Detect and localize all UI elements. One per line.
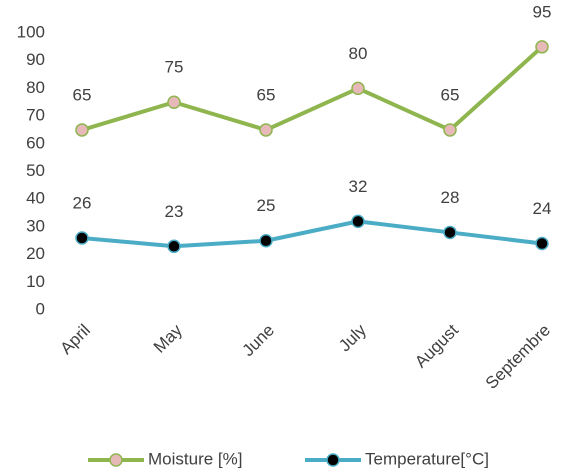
data-label: 28 <box>441 188 460 207</box>
y-tick-label: 30 <box>26 216 45 235</box>
y-tick-label: 70 <box>26 106 45 125</box>
point <box>351 81 365 96</box>
point <box>443 225 457 240</box>
y-tick-label: 90 <box>26 50 45 69</box>
point <box>443 123 457 137</box>
x-tick-label: May <box>150 320 186 356</box>
y-tick-label: 10 <box>26 272 45 291</box>
point <box>259 123 273 137</box>
series-line <box>81 219 543 249</box>
y-tick-label: 80 <box>26 78 45 97</box>
x-tick-label: April <box>57 321 94 358</box>
data-label: 25 <box>257 196 276 215</box>
y-tick-label: 0 <box>36 299 45 318</box>
data-label: 32 <box>349 177 368 196</box>
legend-label: Temperature[°C] <box>365 449 489 468</box>
data-label: 95 <box>533 2 552 21</box>
y-tick-label: 40 <box>26 189 45 208</box>
x-tick-label: August <box>411 320 462 371</box>
data-label: 75 <box>165 58 184 77</box>
data-label: 80 <box>349 44 368 63</box>
x-tick-label: Septembre <box>482 321 554 393</box>
data-label: 65 <box>257 85 276 104</box>
series-line <box>81 45 544 132</box>
point <box>351 214 365 229</box>
point <box>535 236 549 251</box>
y-tick-label: 20 <box>26 244 45 263</box>
legend-marker <box>109 453 123 467</box>
data-label: 65 <box>441 85 460 104</box>
point <box>167 239 181 254</box>
legend-marker <box>326 453 340 467</box>
point <box>75 231 89 245</box>
legend-label: Moisture [%] <box>148 449 242 468</box>
y-tick-label: 50 <box>26 161 45 180</box>
y-tick-label: 60 <box>26 133 45 152</box>
x-tick-label: July <box>335 320 370 355</box>
x-tick-label: June <box>238 321 278 361</box>
point <box>167 95 181 109</box>
data-label: 23 <box>165 202 184 221</box>
y-tick-label: 100 <box>17 22 45 41</box>
point <box>75 123 89 137</box>
data-label: 65 <box>73 85 92 104</box>
point <box>535 40 549 54</box>
data-label: 24 <box>533 199 552 218</box>
point <box>259 234 273 248</box>
data-label: 26 <box>73 193 92 212</box>
